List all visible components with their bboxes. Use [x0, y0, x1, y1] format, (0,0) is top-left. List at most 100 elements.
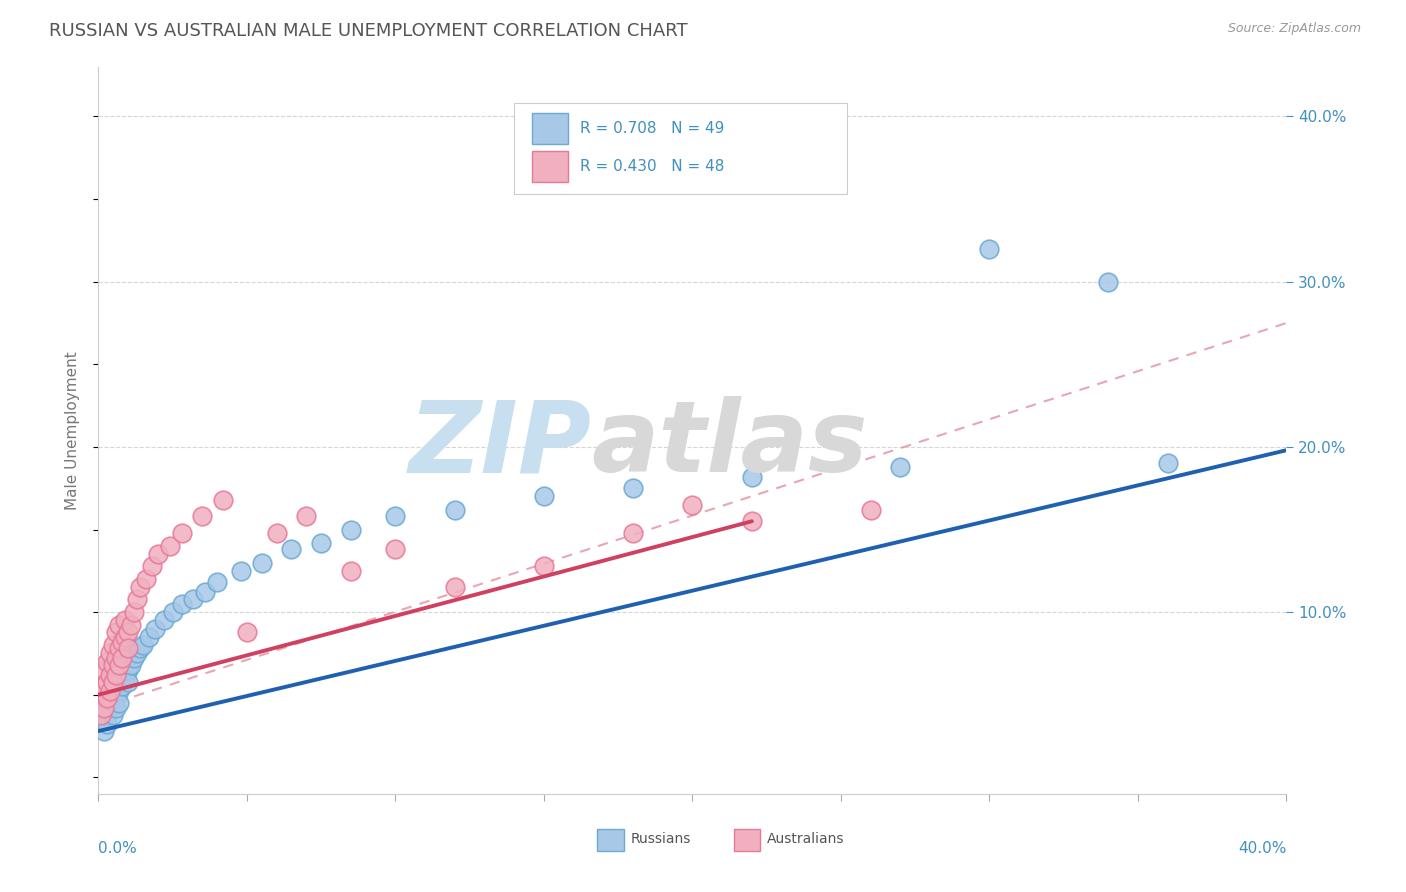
Point	[111, 651, 134, 665]
Point	[170, 597, 193, 611]
Bar	[531, 152, 568, 182]
Point	[103, 680, 125, 694]
Point	[120, 658, 142, 673]
Point	[108, 684, 131, 698]
Bar	[531, 113, 568, 144]
Point	[533, 490, 555, 504]
Point	[183, 591, 205, 606]
Point	[103, 696, 125, 710]
Point	[141, 558, 163, 573]
Text: RUSSIAN VS AUSTRALIAN MALE UNEMPLOYMENT CORRELATION CHART: RUSSIAN VS AUSTRALIAN MALE UNEMPLOYMENT …	[49, 22, 688, 40]
Point	[105, 668, 128, 682]
Bar	[734, 829, 761, 851]
Point	[98, 647, 121, 661]
Point	[384, 509, 406, 524]
Point	[212, 492, 235, 507]
Point	[98, 701, 121, 715]
Point	[143, 622, 166, 636]
Point	[120, 618, 142, 632]
Point	[340, 523, 363, 537]
Point	[129, 641, 152, 656]
Point	[108, 668, 131, 682]
Point	[135, 572, 157, 586]
Point	[125, 591, 148, 606]
Point	[90, 688, 112, 702]
Point	[103, 638, 125, 652]
Point	[93, 663, 115, 677]
Point	[96, 691, 118, 706]
Point	[114, 630, 136, 644]
Point	[105, 691, 128, 706]
Text: Source: ZipAtlas.com: Source: ZipAtlas.com	[1227, 22, 1361, 36]
Point	[1097, 275, 1119, 289]
Point	[889, 459, 911, 474]
Point	[98, 668, 121, 682]
Point	[108, 641, 131, 656]
Point	[859, 502, 882, 516]
Point	[205, 575, 228, 590]
Point	[138, 630, 160, 644]
Point	[681, 498, 703, 512]
Point	[125, 647, 148, 661]
Point	[162, 605, 184, 619]
Point	[117, 641, 139, 656]
Point	[111, 663, 134, 677]
Point	[96, 674, 118, 689]
Point	[146, 547, 169, 561]
Point	[117, 624, 139, 639]
Point	[152, 614, 174, 628]
Point	[533, 558, 555, 573]
Point	[103, 707, 125, 722]
Point	[93, 704, 115, 718]
Point	[1156, 457, 1178, 471]
Point	[108, 618, 131, 632]
Point	[340, 564, 363, 578]
Point	[621, 481, 644, 495]
Bar	[598, 829, 623, 851]
Point	[295, 509, 318, 524]
Point	[108, 658, 131, 673]
Text: Australians: Australians	[768, 832, 845, 846]
Point	[96, 696, 118, 710]
Point	[114, 614, 136, 628]
Point	[93, 680, 115, 694]
Point	[229, 564, 252, 578]
Point	[96, 707, 118, 722]
Text: atlas: atlas	[592, 396, 868, 493]
Point	[129, 580, 152, 594]
Point	[122, 651, 145, 665]
Point	[194, 585, 217, 599]
Point	[103, 658, 125, 673]
Point	[93, 701, 115, 715]
Point	[443, 580, 465, 594]
Point	[105, 674, 128, 689]
Point	[105, 651, 128, 665]
Point	[111, 635, 134, 649]
Point	[98, 688, 121, 702]
Point	[191, 509, 214, 524]
Point	[96, 717, 118, 731]
Text: 0.0%: 0.0%	[98, 841, 138, 856]
Point	[105, 701, 128, 715]
Text: ZIP: ZIP	[409, 396, 592, 493]
Point	[117, 674, 139, 689]
Point	[236, 624, 259, 639]
Point	[266, 525, 288, 540]
Y-axis label: Male Unemployment: Male Unemployment	[65, 351, 80, 509]
Point	[108, 696, 131, 710]
Point	[159, 539, 181, 553]
Point	[114, 671, 136, 685]
Point	[621, 525, 644, 540]
Point	[170, 525, 193, 540]
Point	[98, 684, 121, 698]
Point	[132, 638, 155, 652]
Point	[93, 724, 115, 739]
Point	[111, 680, 134, 694]
Text: 40.0%: 40.0%	[1239, 841, 1286, 856]
Text: R = 0.430   N = 48: R = 0.430 N = 48	[579, 159, 724, 174]
Point	[443, 502, 465, 516]
Point	[280, 542, 302, 557]
FancyBboxPatch shape	[515, 103, 846, 194]
Point	[105, 624, 128, 639]
Point	[103, 674, 125, 689]
